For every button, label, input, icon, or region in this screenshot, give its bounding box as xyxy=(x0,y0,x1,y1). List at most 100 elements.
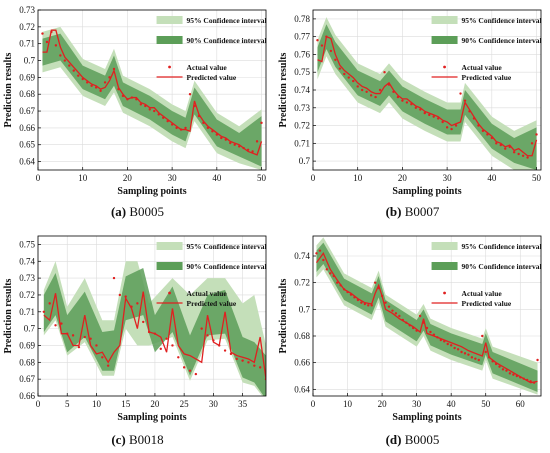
actual-point xyxy=(126,98,129,101)
actual-point xyxy=(224,138,227,141)
legend: 95% Confidence interval 90% Confidence in… xyxy=(156,16,267,82)
plot-frame xyxy=(312,235,542,397)
legend-swatch-ci90 xyxy=(431,262,458,270)
actual-point xyxy=(529,380,532,383)
actual-point xyxy=(521,154,525,157)
actual-point xyxy=(166,119,169,123)
x-tick-label: 15 xyxy=(121,399,131,409)
caption-letter: (a) xyxy=(110,204,127,219)
actual-point xyxy=(396,95,400,99)
x-axis-label: Sampling points xyxy=(392,186,461,197)
legend-label: Actual value xyxy=(462,289,503,298)
actual-point xyxy=(391,309,394,312)
actual-point xyxy=(512,151,516,154)
actual-point xyxy=(188,369,192,372)
y-axis-label: Prediction results xyxy=(3,278,14,353)
actual-point xyxy=(108,76,111,79)
legend-swatch-ci95 xyxy=(156,242,183,250)
actual-point xyxy=(353,296,356,299)
actual-point xyxy=(50,30,53,34)
x-tick-label: 35 xyxy=(238,399,248,409)
actual-point xyxy=(443,340,446,343)
actual-point xyxy=(188,93,192,96)
actual-point xyxy=(220,136,223,140)
actual-point xyxy=(474,357,477,360)
actual-point xyxy=(486,133,489,136)
actual-point xyxy=(495,142,498,145)
x-tick-label: 0 xyxy=(36,173,41,183)
x-tick-label: 0 xyxy=(311,399,316,409)
actual-point xyxy=(394,312,398,315)
y-tick-label: 0.65 xyxy=(19,140,35,150)
chart-panel-d: 0 10 20 30 40 50 60 0.64 0.66 0.68 0.7 0.72 0.74 Samp… xyxy=(278,235,542,423)
actual-point xyxy=(165,337,168,340)
actual-point xyxy=(223,349,227,352)
actual-point xyxy=(369,94,373,97)
legend: 95% Confidence interval 90% Confidence in… xyxy=(431,16,542,82)
y-tick-label: 0.68 xyxy=(19,89,35,99)
y-tick-label: 0.66 xyxy=(19,391,35,401)
y-tick-label: 0.67 xyxy=(19,106,35,116)
actual-point xyxy=(99,89,102,93)
actual-point xyxy=(147,330,151,334)
x-tick-label: 10 xyxy=(92,399,102,409)
caption-name: B0007 xyxy=(404,204,440,219)
x-tick-label: 10 xyxy=(353,173,363,183)
actual-point xyxy=(90,84,93,87)
actual-point xyxy=(41,32,44,35)
actual-point xyxy=(352,79,355,83)
actual-point xyxy=(467,353,470,356)
actual-point xyxy=(184,126,187,130)
actual-point xyxy=(441,120,444,124)
actual-point xyxy=(206,334,209,337)
actual-point xyxy=(499,143,502,147)
actual-point xyxy=(54,44,58,47)
y-tick-label: 0.78 xyxy=(294,14,310,24)
y-tick-label: 0.75 xyxy=(19,239,35,249)
y-tick-label: 0.72 xyxy=(19,290,35,300)
legend: 95% Confidence interval 90% Confidence in… xyxy=(431,242,542,308)
actual-point xyxy=(525,378,529,382)
y-tick-label: 0.66 xyxy=(19,123,35,133)
actual-point xyxy=(356,298,360,302)
actual-point xyxy=(498,365,501,368)
actual-point xyxy=(77,345,81,349)
x-tick-label: 50 xyxy=(532,173,542,183)
ci90-band xyxy=(42,33,262,167)
legend-swatch-ci90 xyxy=(156,36,183,44)
y-tick-label: 0.64 xyxy=(19,157,35,167)
legend-label: 95% Confidence interval xyxy=(187,16,267,25)
actual-point xyxy=(454,124,458,127)
actual-point xyxy=(491,360,494,363)
actual-point xyxy=(446,342,449,346)
actual-point xyxy=(414,106,418,109)
actual-point xyxy=(112,67,116,71)
actual-point xyxy=(347,76,350,79)
actual-point xyxy=(130,96,134,99)
actual-point xyxy=(517,152,520,156)
y-tick-label: 0.7 xyxy=(299,156,311,166)
actual-point xyxy=(343,72,346,76)
actual-point xyxy=(535,133,538,136)
actual-point xyxy=(200,327,203,330)
legend-swatch-actual xyxy=(168,65,171,69)
x-axis-label: Sampling points xyxy=(117,412,186,423)
actual-point xyxy=(484,350,487,354)
actual-point xyxy=(335,281,339,284)
actual-point xyxy=(139,103,143,106)
actual-point xyxy=(242,146,245,150)
actual-point xyxy=(153,109,156,113)
y-tick-label: 0.69 xyxy=(19,340,35,350)
x-tick-label: 0 xyxy=(311,173,316,183)
actual-point xyxy=(45,40,49,44)
actual-point xyxy=(318,249,322,252)
legend-label: Actual value xyxy=(187,289,228,298)
actual-point xyxy=(325,268,329,271)
y-tick-label: 0.7 xyxy=(24,56,36,66)
actual-point xyxy=(470,356,474,359)
actual-point xyxy=(425,326,429,330)
actual-point xyxy=(472,117,476,120)
legend-label: Actual value xyxy=(187,63,228,72)
legend-swatch-ci90 xyxy=(156,262,183,270)
actual-point xyxy=(81,77,84,81)
